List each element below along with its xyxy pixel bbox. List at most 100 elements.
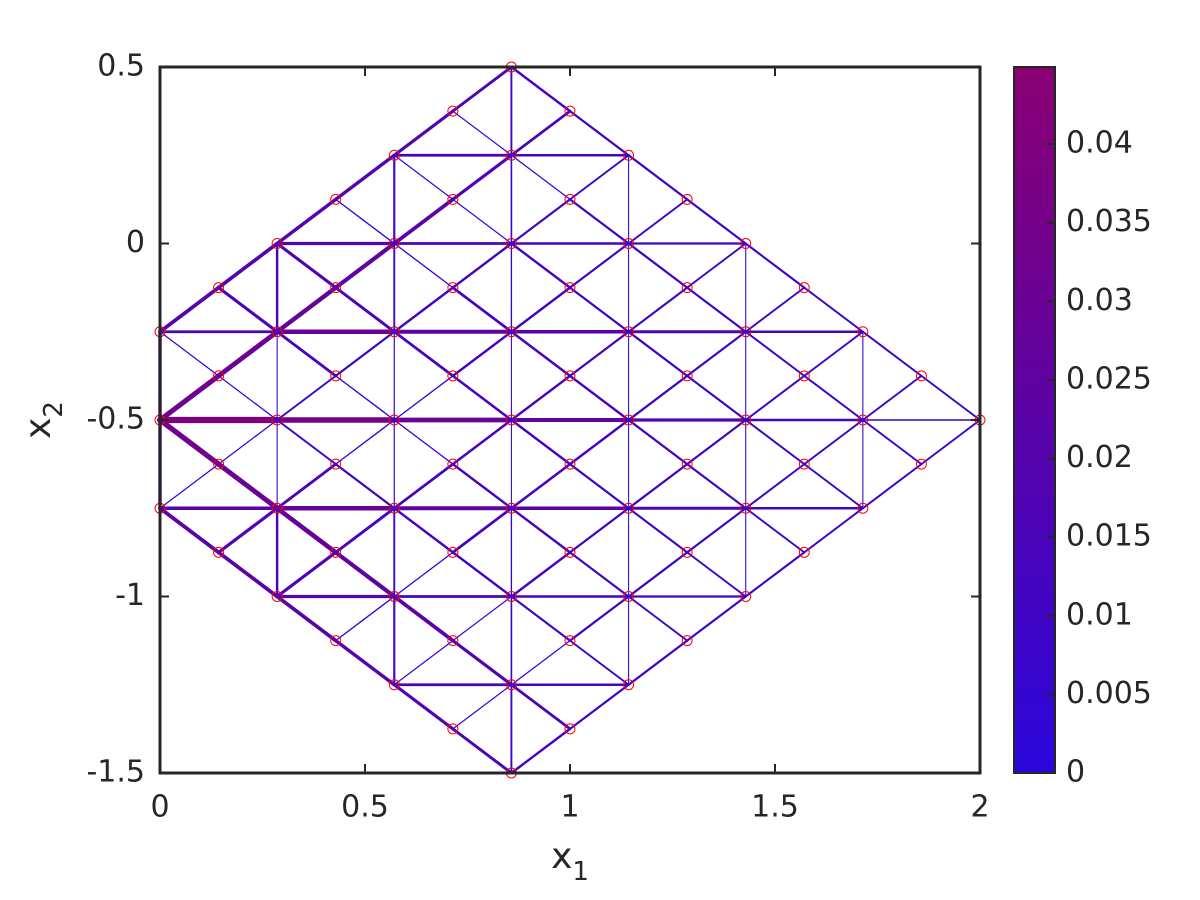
member [568,418,630,466]
member [803,374,864,422]
member [451,330,513,378]
member [803,507,864,554]
node [447,105,459,117]
node [213,282,225,294]
node [740,502,752,514]
x-tick-label: 0 [150,790,169,825]
member [216,241,279,290]
x-tick-label: 1 [560,790,579,825]
member [744,551,806,598]
x-axis-label: x1 [551,836,589,887]
node [915,370,927,382]
member [335,198,395,245]
member [744,507,806,554]
member [452,595,513,642]
member [510,595,572,642]
member [510,154,571,200]
node [505,238,517,249]
member [451,374,513,422]
y-tick-label: -1.5 [86,755,145,790]
member [744,463,806,510]
member [216,461,280,511]
member [335,595,395,642]
nodes [154,61,986,779]
node [505,326,517,338]
y-tick-label: 0.5 [97,49,145,84]
member [510,374,572,422]
x-label-base: x [551,836,572,877]
node [271,326,283,338]
member [451,418,513,466]
member [627,639,689,686]
member [861,330,923,377]
member [392,330,455,378]
member [451,462,513,510]
node [330,546,342,558]
member [510,286,572,333]
member [334,462,396,510]
node [447,193,459,205]
colorbar-tick-label: 0.035 [1066,204,1152,239]
member [451,65,513,113]
node [623,502,635,514]
node [388,502,400,514]
member [510,507,572,554]
member [686,242,747,289]
node [740,326,752,338]
node [681,458,693,470]
member [568,507,630,554]
member [217,419,278,465]
member [803,286,864,333]
node [505,502,517,514]
member [627,462,689,510]
node [564,635,576,647]
member [627,551,689,598]
member [744,242,806,289]
member [335,419,395,465]
node [447,282,459,294]
node [271,502,283,514]
member [510,65,572,113]
node [681,635,693,647]
member [627,242,689,289]
member [627,330,689,378]
members [156,65,981,775]
member [451,506,513,554]
node [330,282,342,294]
member [686,551,747,598]
member [627,595,689,642]
x-tick-label: 0.5 [341,790,389,825]
node [740,414,752,426]
member [333,550,397,599]
member [510,109,572,157]
y-axis-label: x2 [18,401,69,439]
member [568,683,630,731]
node [623,326,635,338]
member [451,551,513,598]
node [681,370,693,382]
member [686,198,747,245]
node [505,591,517,602]
member [569,639,630,686]
node [447,458,459,470]
node [447,635,459,647]
member [452,684,513,730]
member [392,197,455,246]
node [623,149,635,161]
member [510,727,572,775]
member [920,374,981,421]
node [213,458,225,470]
member [627,374,689,422]
node [213,546,225,558]
member [275,550,338,599]
node [447,723,459,735]
node [330,458,342,470]
member [686,595,747,642]
node [564,458,576,470]
member [510,683,572,731]
member [217,375,278,421]
member [158,285,221,334]
y-tick-label: -1 [115,578,145,613]
colorbar-tick-label: 0.02 [1066,440,1133,475]
colorbar-tick-label: 0.005 [1066,676,1152,711]
